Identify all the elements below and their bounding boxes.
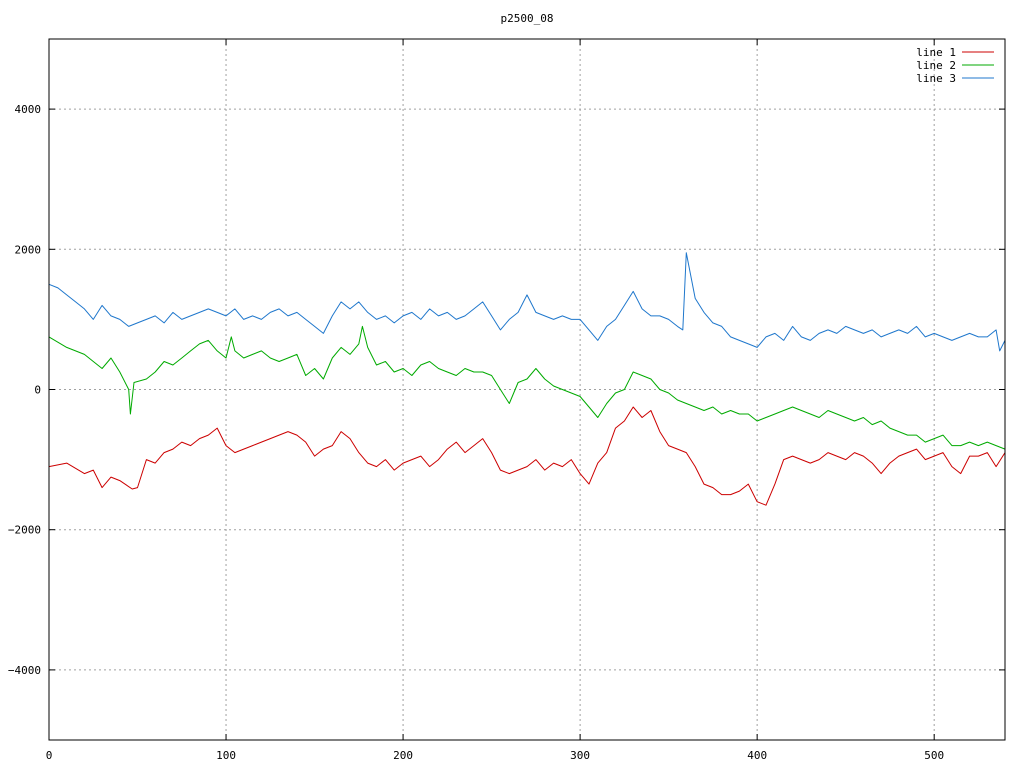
chart-title: p2500_08 [501,12,554,25]
legend-label: line 2 [916,59,956,72]
y-tick-label: 2000 [15,243,42,256]
x-tick-label: 100 [216,749,236,762]
series-line-3 [48,252,1006,352]
legend-label: line 1 [916,46,956,59]
x-tick-label: 200 [393,749,413,762]
x-tick-label: 400 [747,749,767,762]
series-line-2 [48,325,1006,450]
series-line-1 [48,406,1006,506]
legend-label: line 3 [916,72,956,85]
x-tick-label: 500 [924,749,944,762]
x-tick-label: 300 [570,749,590,762]
series-lines [48,252,1006,506]
axis-ticks: 0 100 200 300 400 500 −4000 −2000 0 2000 4000 [8,39,1005,762]
x-tick-label: 0 [46,749,53,762]
y-tick-label: −4000 [8,664,41,677]
y-tick-label: −2000 [8,524,41,537]
y-tick-label: 4000 [15,103,42,116]
grid-lines [49,39,1005,740]
y-tick-label: 0 [34,384,41,397]
